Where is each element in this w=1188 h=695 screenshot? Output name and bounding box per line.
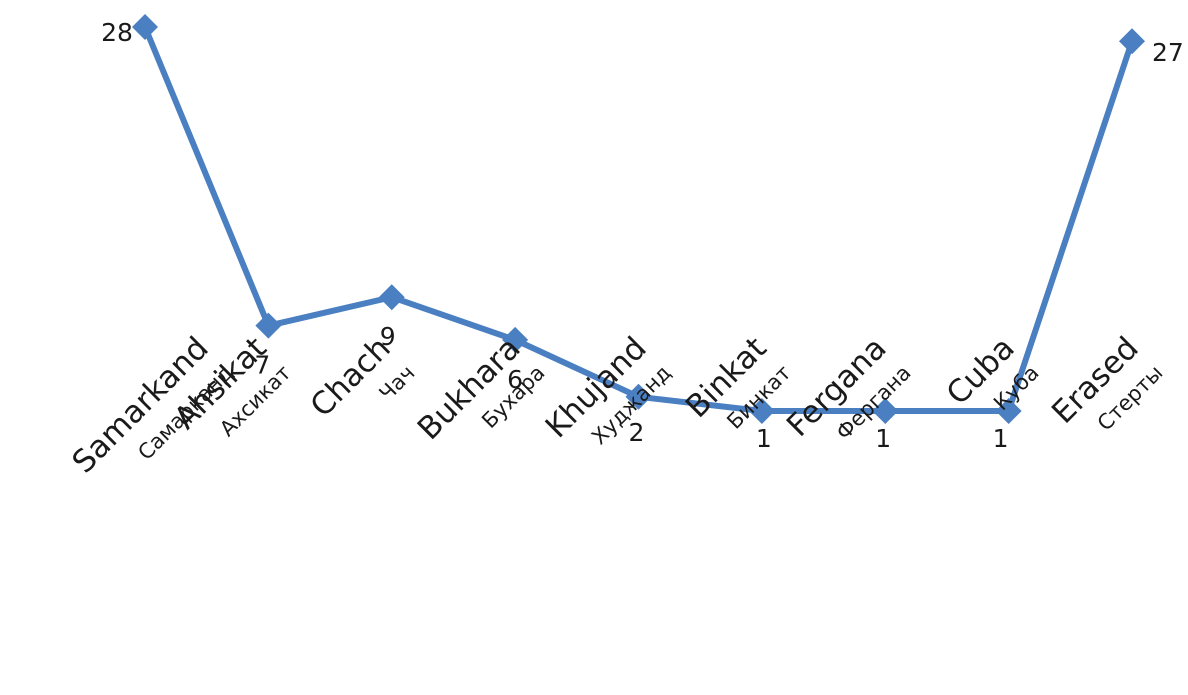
data-point-marker: [132, 14, 158, 40]
data-point-marker: [995, 398, 1022, 424]
marker-layer: [132, 14, 1145, 424]
data-point-marker: [748, 398, 775, 424]
data-point-marker: [502, 326, 529, 353]
category-label-en: Chach: [304, 330, 398, 424]
data-point-marker: [378, 284, 405, 311]
data-label: 6: [507, 365, 523, 394]
data-label: 1: [993, 424, 1009, 453]
data-label: 1: [756, 424, 772, 453]
data-label: 7: [254, 351, 270, 380]
data-label: 9: [380, 322, 396, 351]
data-point-marker: [625, 383, 652, 410]
data-label: 2: [629, 418, 645, 447]
data-point-marker: [872, 398, 899, 424]
data-label: 27: [1152, 38, 1184, 67]
data-label-layer: 28 7 9 6 2 1 1 1 27: [101, 18, 1184, 453]
data-label: 1: [875, 424, 891, 453]
data-label: 28: [101, 18, 133, 47]
data-point-marker: [1119, 28, 1145, 55]
data-point-marker: [255, 312, 282, 339]
